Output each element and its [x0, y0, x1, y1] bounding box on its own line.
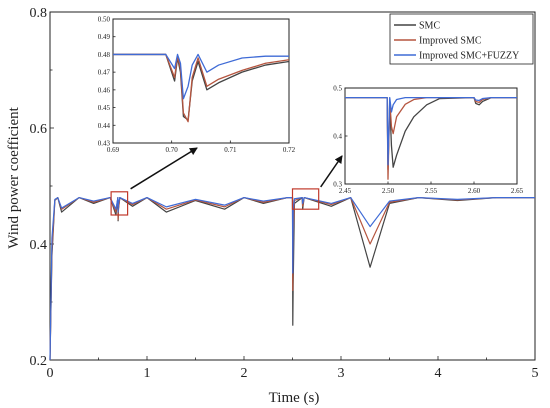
inset-left-y-tick-label: 0.47	[98, 69, 111, 77]
inset-right-series-line-3	[345, 96, 517, 166]
x-axis-title: Time (s)	[269, 390, 320, 406]
inset-right-x-tick-label: 2.45	[339, 187, 352, 195]
inset-left-y-tick-label: 0.43	[98, 140, 111, 148]
inset-right-x-tick-label: 2.60	[468, 187, 481, 195]
inset-right: 2.45 2.50 2.55 2.60 2.65 0.3 0.4 0.5	[333, 85, 523, 196]
main-series-line-2	[49, 197, 535, 361]
inset-right-y-tick-label: 0.4	[333, 133, 342, 141]
legend-label-2: Improved SMC	[419, 36, 482, 47]
main-x-tick-label: 0	[47, 366, 54, 381]
inset-right-x-tick-label: 2.50	[382, 187, 395, 195]
arrow-to-right-inset	[320, 155, 343, 188]
highlight-box-right	[291, 188, 320, 210]
main-x-tick-label: 3	[338, 366, 345, 381]
callout-arrows	[130, 147, 343, 190]
y-axis-title: Wind power coefficient	[6, 106, 22, 248]
inset-left-y-tick-label: 0.50	[98, 16, 111, 24]
inset-right-x-tick-label: 2.65	[511, 187, 524, 195]
inset-left-y-tick-label: 0.44	[98, 122, 111, 130]
main-series-line-1	[49, 197, 535, 361]
main-y-tick-label: 0.2	[30, 354, 48, 369]
main-series-line-3	[49, 197, 535, 361]
legend: SMC Improved SMC Improved SMC+FUZZY	[389, 13, 534, 65]
legend-label-1: SMC	[419, 21, 440, 32]
inset-left-y-tick-label: 0.48	[98, 51, 111, 59]
inset-left-x-tick-label: 0.71	[224, 146, 237, 154]
inset-right-series	[345, 96, 517, 180]
highlight-boxes	[110, 188, 320, 216]
inset-left-x-tick-label: 0.72	[283, 146, 296, 154]
main-x-tick-label: 1	[144, 366, 151, 381]
main-series	[49, 197, 535, 361]
legend-label-3: Improved SMC+FUZZY	[419, 51, 519, 62]
main-x-tick-label: 5	[532, 366, 539, 381]
main-x-tick-label: 2	[241, 366, 248, 381]
main-y-tick-label: 0.6	[30, 122, 48, 137]
inset-left-series-line-3	[113, 53, 289, 100]
inset-right-y-tick-label: 0.5	[333, 85, 342, 93]
inset-left-y-tick-label: 0.45	[98, 104, 111, 112]
inset-left-y-tick-label: 0.46	[98, 86, 111, 94]
inset-left-series-line-2	[113, 53, 289, 123]
inset-left-x-tick-label: 0.70	[166, 146, 179, 154]
arrow-to-left-inset	[130, 147, 198, 190]
main-y-tick-label: 0.8	[30, 6, 48, 21]
inset-right-y-tick-label: 0.3	[333, 181, 342, 189]
inset-left-series	[113, 53, 289, 123]
inset-left-frame	[112, 18, 290, 144]
inset-left-x-tick-label: 0.69	[107, 146, 120, 154]
main-y-tick-label: 0.4	[30, 238, 48, 253]
main-x-tick-label: 4	[435, 366, 442, 381]
inset-right-x-tick-label: 2.55	[425, 187, 438, 195]
highlight-box-left	[110, 191, 129, 216]
inset-left: 0.69 0.70 0.71 0.72 0.43 0.44 0.45 0.46 0.47 0.48…	[98, 16, 296, 155]
inset-left-y-tick-label: 0.49	[98, 33, 111, 41]
